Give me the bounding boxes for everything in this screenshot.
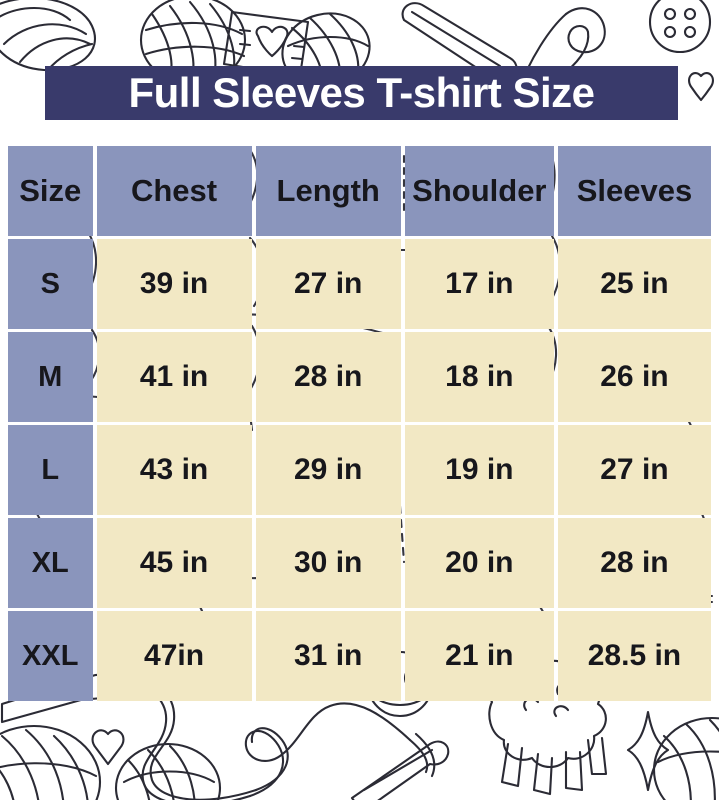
cell-length: 29 in [255, 425, 401, 515]
table-header-row: Size Chest Length Shoulder Sleeves [8, 146, 711, 236]
table-row: S 39 in 27 in 17 in 25 in [8, 239, 711, 329]
cell-chest: 39 in [96, 239, 252, 329]
cell-sleeves: 25 in [557, 239, 711, 329]
table-row: M 41 in 28 in 18 in 26 in [8, 332, 711, 422]
column-header-length: Length [255, 146, 401, 236]
cell-size: XL [8, 518, 93, 608]
cell-chest: 45 in [96, 518, 252, 608]
column-header-size: Size [8, 146, 93, 236]
yarn-ball-icon [652, 716, 719, 800]
table-row: L 43 in 29 in 19 in 27 in [8, 425, 711, 515]
cell-sleeves: 27 in [557, 425, 711, 515]
cell-size: L [8, 425, 93, 515]
knitting-needle-icon [350, 740, 450, 800]
cell-shoulder: 21 in [404, 611, 554, 701]
cell-chest: 47in [96, 611, 252, 701]
cell-length: 31 in [255, 611, 401, 701]
cell-shoulder: 17 in [404, 239, 554, 329]
cell-sleeves: 28 in [557, 518, 711, 608]
cell-chest: 43 in [96, 425, 252, 515]
size-chart-table: Size Chest Length Shoulder Sleeves S 39 … [8, 146, 711, 704]
column-header-shoulder: Shoulder [404, 146, 554, 236]
column-header-sleeves: Sleeves [557, 146, 711, 236]
cell-sleeves: 26 in [557, 332, 711, 422]
page-title: Full Sleeves T-shirt Size [128, 69, 595, 116]
sparkle-icon [626, 710, 670, 792]
cell-length: 28 in [255, 332, 401, 422]
yarn-ball-icon [114, 742, 222, 800]
yarn-ball-icon [0, 724, 102, 800]
cell-shoulder: 20 in [404, 518, 554, 608]
table-row: XXL 47in 31 in 21 in 28.5 in [8, 611, 711, 701]
cell-size: S [8, 239, 93, 329]
cell-length: 30 in [255, 518, 401, 608]
chart-title-banner: Full Sleeves T-shirt Size [45, 66, 678, 120]
heart-icon [688, 72, 714, 102]
cell-shoulder: 18 in [404, 332, 554, 422]
table-row: XL 45 in 30 in 20 in 28 in [8, 518, 711, 608]
cell-shoulder: 19 in [404, 425, 554, 515]
cell-sleeves: 28.5 in [557, 611, 711, 701]
yarn-ball-icon [0, 0, 96, 72]
cell-size: XXL [8, 611, 93, 701]
cell-size: M [8, 332, 93, 422]
heart-icon [91, 729, 125, 766]
column-header-chest: Chest [96, 146, 252, 236]
cell-length: 27 in [255, 239, 401, 329]
button-icon [648, 0, 712, 54]
cell-chest: 41 in [96, 332, 252, 422]
